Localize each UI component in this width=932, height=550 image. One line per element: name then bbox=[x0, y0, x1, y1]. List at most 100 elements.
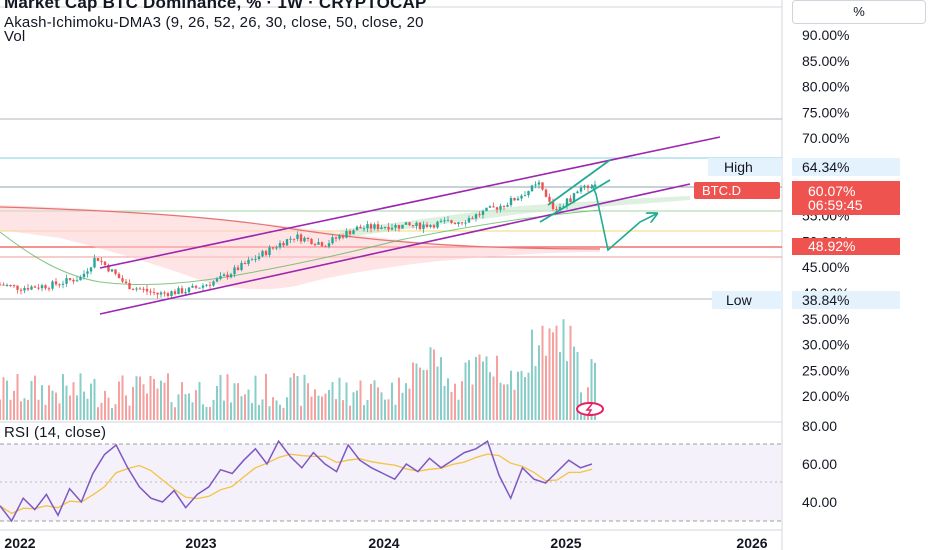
volume-legend[interactable]: Vol bbox=[4, 28, 26, 45]
volume-bar bbox=[454, 383, 456, 420]
volume-bar bbox=[51, 390, 54, 420]
candle-body bbox=[534, 184, 537, 186]
indicator-legend[interactable]: Akash-Ichimoku-DMA3 (9, 26, 52, 26, 30, … bbox=[4, 14, 424, 31]
volume-bar bbox=[331, 382, 334, 420]
candle-body bbox=[68, 278, 72, 280]
candle-body bbox=[40, 285, 44, 289]
volume-bar bbox=[237, 383, 239, 420]
volume-bar bbox=[205, 406, 208, 420]
x-tick-2024: 2024 bbox=[368, 535, 399, 550]
candle-body bbox=[306, 237, 310, 239]
volume-bar bbox=[552, 332, 554, 420]
rsi-legend[interactable]: RSI (14, close) bbox=[4, 424, 107, 441]
cloud-red bbox=[0, 205, 600, 290]
candle-body bbox=[93, 258, 96, 268]
volume-bar bbox=[174, 407, 176, 420]
time-axis[interactable]: 2022 2023 2024 2025 2026 bbox=[4, 535, 767, 550]
volume-bar bbox=[450, 391, 453, 420]
candle-body bbox=[282, 242, 285, 246]
btcd-label: BTC.D 60.07% 06:59:45 bbox=[694, 181, 900, 215]
candle-body bbox=[114, 269, 117, 274]
candle-body bbox=[240, 262, 243, 271]
volume-bar bbox=[485, 356, 488, 420]
candle-body bbox=[75, 280, 79, 282]
candle-body bbox=[303, 237, 306, 242]
volume-bar bbox=[233, 383, 236, 420]
y-tick-label: 20.00% bbox=[802, 388, 849, 404]
volume-bar bbox=[9, 399, 12, 420]
volume-bar bbox=[370, 383, 372, 420]
candle-body bbox=[527, 191, 530, 196]
candle-body bbox=[278, 242, 282, 248]
candle-body bbox=[331, 237, 334, 244]
candle-body bbox=[233, 267, 236, 275]
candle-body bbox=[394, 224, 397, 228]
candle-body bbox=[219, 275, 222, 279]
candle-body bbox=[166, 293, 170, 296]
volume-bar bbox=[517, 371, 519, 420]
volume-bar bbox=[16, 374, 19, 420]
candle-body bbox=[390, 227, 394, 230]
candle-body bbox=[422, 224, 425, 230]
volume-bar bbox=[303, 374, 306, 420]
x-tick-2025: 2025 bbox=[550, 535, 581, 550]
volume-bar bbox=[380, 392, 383, 420]
candle-body bbox=[250, 259, 254, 261]
volume-bar bbox=[48, 385, 50, 420]
volume-bar bbox=[534, 366, 537, 420]
x-tick-2026: 2026 bbox=[736, 535, 767, 550]
volume-bar bbox=[384, 399, 386, 420]
volume-bar bbox=[594, 362, 596, 420]
candle-body bbox=[425, 224, 429, 228]
volume-bar bbox=[349, 405, 351, 420]
low-value: 38.84% bbox=[802, 292, 849, 308]
btcd-countdown: 06:59:45 bbox=[808, 197, 863, 213]
volume-bar bbox=[79, 373, 82, 420]
candle-body bbox=[565, 198, 569, 207]
candle-body bbox=[499, 205, 502, 210]
volume-bar bbox=[72, 382, 75, 420]
volume-bar bbox=[272, 397, 274, 420]
support-value-bg bbox=[792, 238, 900, 255]
candle-body bbox=[26, 288, 30, 290]
price-axis[interactable]: 90.00%85.00%80.00%75.00%70.00%65.00%55.0… bbox=[802, 27, 849, 404]
rising-channel bbox=[99, 136, 721, 315]
candle-body bbox=[128, 282, 131, 290]
volume-bar bbox=[86, 398, 89, 420]
candle-body bbox=[191, 285, 194, 288]
low-label: Low 38.84% bbox=[712, 291, 900, 309]
candle-body bbox=[579, 187, 583, 192]
candle-body bbox=[51, 281, 54, 289]
volume-bar bbox=[209, 406, 211, 420]
volume-bar bbox=[261, 399, 264, 420]
volume-bar bbox=[461, 381, 463, 420]
candle-body bbox=[530, 185, 534, 192]
high-value: 64.34% bbox=[802, 159, 849, 175]
volume-bar bbox=[121, 375, 124, 420]
volume-bar bbox=[338, 377, 341, 420]
replay-icon[interactable] bbox=[576, 402, 604, 416]
candle-body bbox=[436, 221, 439, 228]
volume-bar bbox=[510, 370, 512, 420]
candle-body bbox=[537, 182, 541, 185]
volume-bar bbox=[195, 390, 197, 420]
volume-bar bbox=[293, 373, 295, 420]
btcd-value: 60.07% bbox=[808, 183, 855, 199]
volume-bar bbox=[419, 367, 421, 420]
volume-bar bbox=[342, 400, 344, 420]
volume-bar bbox=[58, 403, 61, 420]
volume-bar bbox=[496, 355, 498, 420]
candle-body bbox=[264, 251, 268, 256]
candle-body bbox=[404, 222, 408, 225]
horizontal-levels bbox=[0, 118, 782, 300]
scale-percent-button[interactable]: % bbox=[792, 0, 926, 24]
candle-body bbox=[19, 289, 23, 291]
volume-bar bbox=[244, 394, 246, 420]
volume-bar bbox=[363, 405, 365, 420]
chart-title[interactable]: Market Cap BTC Dominance, % · 1W · CRYPT… bbox=[4, 0, 427, 12]
volume-bar bbox=[97, 407, 99, 420]
low-label-bg bbox=[712, 291, 782, 309]
volume-bar bbox=[34, 375, 36, 420]
candle-body bbox=[138, 288, 142, 290]
